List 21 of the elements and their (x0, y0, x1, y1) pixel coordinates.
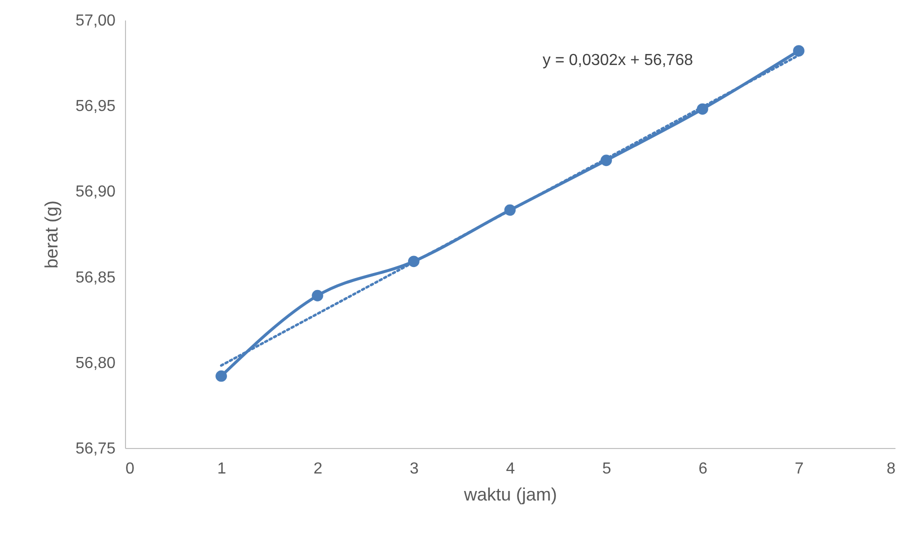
x-tick-label: 6 (698, 460, 708, 478)
x-tick-label: 4 (506, 460, 516, 478)
x-tick-label: 0 (126, 460, 134, 478)
y-tick-label: 56,85 (75, 269, 116, 286)
annotation: y = 0,0302x + 56,768 (542, 52, 694, 69)
y-tick-label: 56,95 (75, 98, 116, 116)
y-tick-label: 56,75 (75, 440, 116, 458)
point (793, 45, 804, 57)
x-tick-label: 1 (217, 460, 226, 478)
y-tick-label: 56,90 (75, 184, 116, 201)
y-tick-label: 56,80 (75, 354, 116, 372)
point (216, 370, 227, 382)
y-tick-label: 57,00 (75, 12, 116, 30)
x-tick-label: 8 (886, 460, 896, 478)
point (312, 290, 324, 302)
x-tick-label: 5 (602, 460, 612, 478)
y-axis-title: berat (g) (41, 200, 62, 269)
x-tick-label: 3 (410, 460, 419, 478)
x-tick-label: 7 (794, 460, 804, 478)
x-tick-label: 2 (314, 460, 323, 478)
x-axis-title: waktu (jam) (462, 484, 558, 504)
